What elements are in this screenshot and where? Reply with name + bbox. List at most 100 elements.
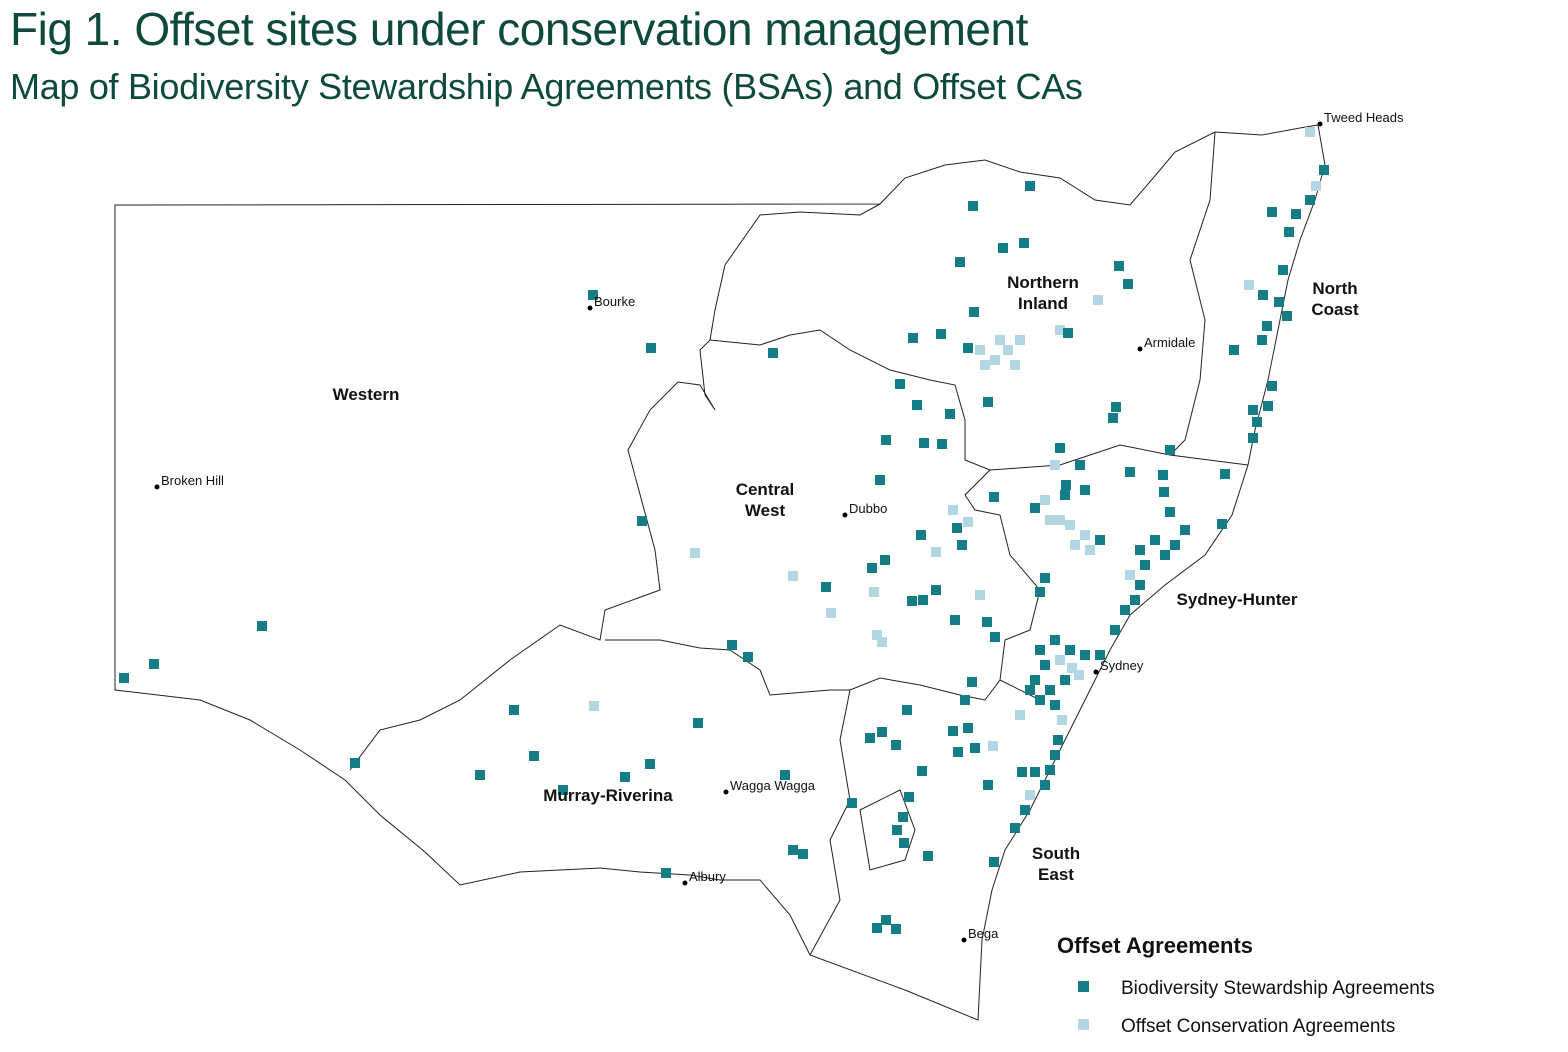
bsa-site: [1170, 540, 1180, 550]
bsa-site: [963, 723, 973, 733]
bsa-site: [904, 792, 914, 802]
bsa-site: [1040, 780, 1050, 790]
legend-swatch: [1078, 981, 1089, 992]
bsa-site: [646, 343, 656, 353]
oca-site: [1055, 655, 1065, 665]
bsa-site: [645, 759, 655, 769]
town-label: Broken Hill: [161, 473, 224, 488]
bsa-site: [1019, 238, 1029, 248]
bsa-site: [912, 400, 922, 410]
bsa-site: [1140, 560, 1150, 570]
oca-site: [1055, 325, 1065, 335]
bsa-site: [1095, 650, 1105, 660]
bsa-site: [1220, 469, 1230, 479]
bsa-site: [637, 516, 647, 526]
oca-site: [975, 345, 985, 355]
bsa-site: [1110, 625, 1120, 635]
oca-site: [1080, 530, 1090, 540]
oca-site: [1057, 715, 1067, 725]
bsa-site: [257, 621, 267, 631]
legend-label: Offset Conservation Agreements: [1121, 1016, 1395, 1037]
bsa-site: [1291, 209, 1301, 219]
town-dot: [961, 937, 967, 943]
region-label: Northern: [1007, 273, 1079, 292]
bsa-site: [1061, 480, 1071, 490]
bsa-site: [1108, 413, 1118, 423]
state-outline: [114, 124, 1326, 1021]
bsa-site: [931, 585, 941, 595]
region-label: Inland: [1018, 294, 1068, 313]
oca-site: [931, 547, 941, 557]
town-dot: [154, 484, 160, 490]
borders: [114, 124, 1326, 1021]
bsa-site: [620, 772, 630, 782]
bsa-site: [877, 727, 887, 737]
bsa-site: [1262, 321, 1272, 331]
oca-site: [788, 571, 798, 581]
bsa-site: [1040, 660, 1050, 670]
bsa-site: [1035, 587, 1045, 597]
bsa-site: [895, 379, 905, 389]
oca-site: [1055, 515, 1065, 525]
bsa-site: [963, 343, 973, 353]
oca-site: [1015, 335, 1025, 345]
bsa-site: [1030, 503, 1040, 513]
region-label: Coast: [1311, 300, 1359, 319]
bsa-site: [1248, 433, 1258, 443]
oca-site: [980, 360, 990, 370]
oca-site: [872, 630, 882, 640]
bsa-site: [1080, 485, 1090, 495]
town-label: Wagga Wagga: [730, 778, 816, 793]
region-border: [999, 679, 1041, 701]
oca-site: [1074, 670, 1084, 680]
oca-site: [869, 587, 879, 597]
town-label: Sydney: [1100, 658, 1144, 673]
town-dot: [842, 512, 848, 518]
bsa-site: [1135, 580, 1145, 590]
bsa-site: [919, 438, 929, 448]
bsa-site: [119, 673, 129, 683]
bsa-site: [1158, 470, 1168, 480]
oca-site: [1040, 495, 1050, 505]
bsa-site: [1020, 805, 1030, 815]
bsa-site: [1267, 381, 1277, 391]
region-border: [859, 789, 916, 871]
bsa-site: [1130, 595, 1140, 605]
oca-site: [1015, 710, 1025, 720]
oca-site: [1070, 540, 1080, 550]
town-dot: [587, 305, 593, 311]
bsa-site: [1284, 227, 1294, 237]
town-label: Albury: [689, 869, 726, 884]
legend-swatch: [1078, 1019, 1089, 1030]
oca-site: [1305, 127, 1315, 137]
bsa-site: [350, 758, 360, 768]
bsa-site: [970, 743, 980, 753]
oca-site: [589, 701, 599, 711]
bsa-site: [902, 705, 912, 715]
bsa-site: [1120, 605, 1130, 615]
bsa-site: [558, 785, 568, 795]
region-label: West: [745, 501, 786, 520]
bsa-site: [1217, 519, 1227, 529]
bsa-site: [588, 290, 598, 300]
bsa-site: [1095, 535, 1105, 545]
bsa-site: [923, 851, 933, 861]
bsa-site: [1055, 443, 1065, 453]
bsa-site: [1025, 685, 1035, 695]
bsa-site: [875, 475, 885, 485]
town-label: Bourke: [594, 294, 635, 309]
bsa-site: [821, 582, 831, 592]
bsa-site: [936, 329, 946, 339]
bsa-site: [1040, 573, 1050, 583]
bsa-site: [1025, 181, 1035, 191]
bsa-site: [1150, 535, 1160, 545]
oca-site: [995, 335, 1005, 345]
oca-site: [690, 548, 700, 558]
town-label: Bega: [968, 926, 999, 941]
bsa-site: [1080, 650, 1090, 660]
bsa-site: [1159, 487, 1169, 497]
bsa-site: [957, 540, 967, 550]
bsa-site: [743, 652, 753, 662]
bsa-site: [727, 640, 737, 650]
